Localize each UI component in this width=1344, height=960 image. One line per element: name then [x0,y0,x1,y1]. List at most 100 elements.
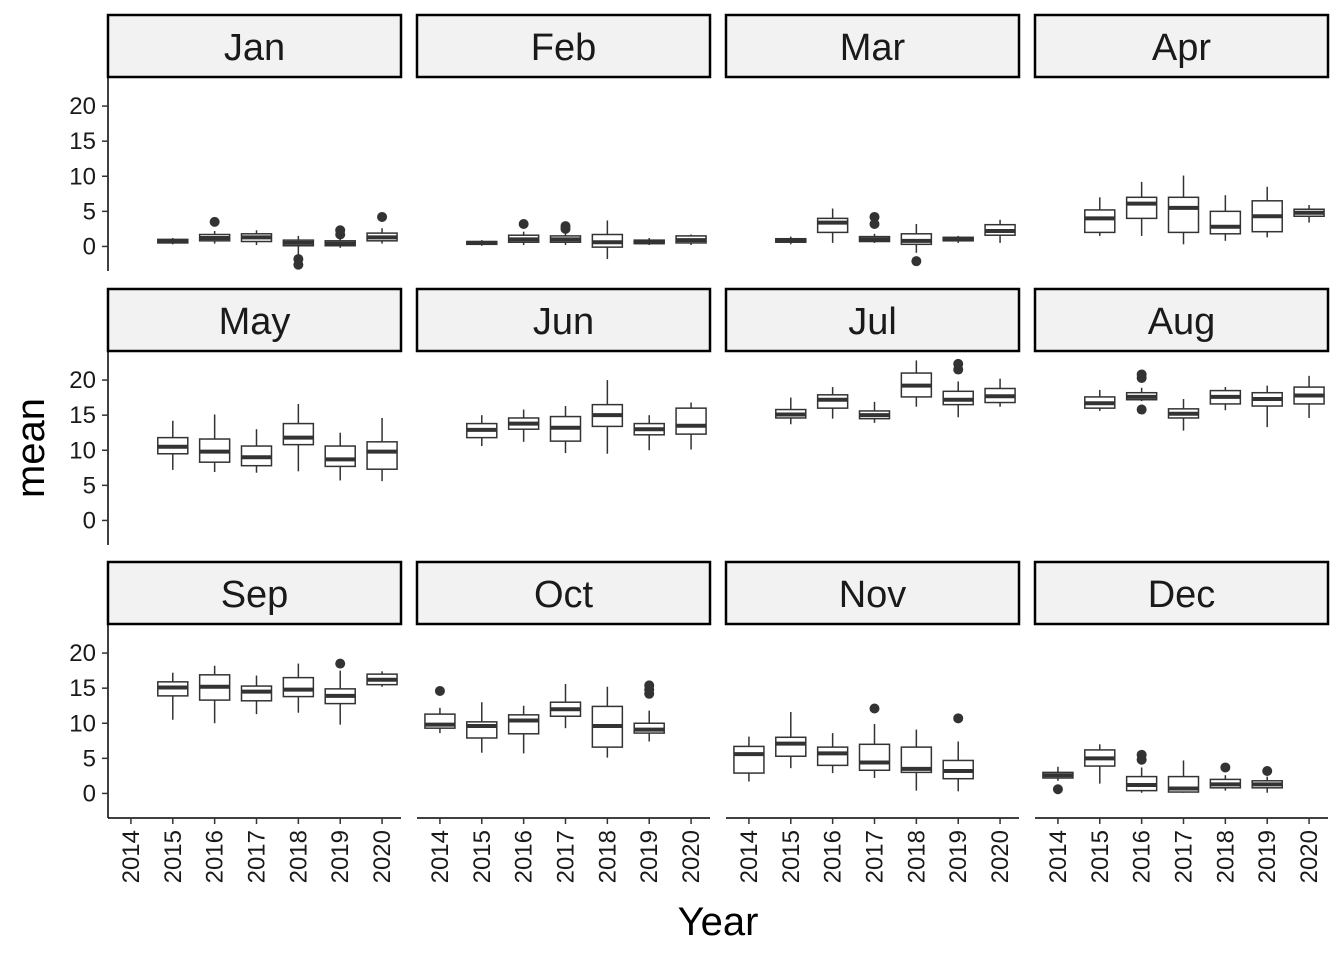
x-tick-label: 2019 [636,830,663,883]
x-tick-label: 2018 [594,830,621,883]
box [507,714,540,735]
facet-strip-label: Mar [840,27,906,69]
facet-strip [106,13,403,79]
outlier-point [1136,404,1147,415]
facet-strip-label: Sep [221,574,289,616]
x-tick-label: 2019 [327,830,354,883]
outlier-point [1262,765,1273,776]
y-tick-label: 5 [83,472,96,499]
x-tick-label: 2016 [1129,830,1156,883]
x-tick-label: 2018 [1212,830,1239,883]
outlier-point [335,225,346,236]
facet-strip-label: Jan [224,27,285,69]
x-tick-label: 2016 [511,830,538,883]
x-tick-label: 2020 [678,830,705,883]
outlier-point [209,216,220,227]
y-tick-label: 10 [69,437,96,464]
x-tick-label: 2015 [1087,830,1114,883]
x-tick-label: 2019 [1254,830,1281,883]
x-tick-label: 2014 [736,830,763,883]
x-tick-label: 2018 [285,830,312,883]
outlier-point [869,211,880,222]
x-tick-label: 2014 [427,830,454,883]
y-tick-label: 5 [83,198,96,225]
facet-strip [415,13,712,79]
x-axis-title: Year [678,900,759,944]
box [1084,209,1116,234]
y-tick-label: 10 [69,710,96,737]
y-tick-label: 20 [69,640,96,667]
facet-strip-label: Nov [839,574,907,616]
facet-strip [415,287,712,353]
x-tick-label: 2015 [469,830,496,883]
y-tick-label: 10 [69,163,96,190]
x-tick-label: 2017 [862,830,889,883]
outlier-point [434,685,445,696]
y-tick-label: 5 [83,745,96,772]
outlier-point [377,211,388,222]
outlier-point [1220,762,1231,773]
facet-strip-label: Oct [534,574,594,616]
outlier-point [953,713,964,724]
box [858,743,891,772]
x-tick-label: 2016 [820,830,847,883]
box [1209,210,1242,235]
box [366,441,398,470]
box [1125,196,1158,220]
box [733,745,765,774]
outlier-point [1136,369,1147,380]
x-tick-label: 2015 [778,830,805,883]
x-tick-label: 2017 [244,830,271,883]
facet-strip [106,560,403,626]
facet-strip [415,560,712,626]
x-tick-label: 2017 [1171,830,1198,883]
outlier-point [335,658,346,669]
outlier-point [644,680,655,691]
y-tick-label: 20 [69,93,96,120]
box [775,736,807,757]
outlier-point [293,259,304,270]
x-tick-label: 2020 [369,830,396,883]
y-tick-label: 15 [69,402,96,429]
box [282,422,315,446]
facet-strip [724,287,1021,353]
y-axis-title: mean [9,398,53,498]
y-tick-label: 15 [69,675,96,702]
facet-strip [1033,13,1330,79]
facet-strip [724,13,1021,79]
box [816,746,849,767]
facet-strip-label: Apr [1152,27,1211,69]
facet-strip-label: Aug [1148,301,1216,343]
y-tick-label: 20 [69,367,96,394]
outlier-point [869,703,880,714]
outlier-point [518,218,529,229]
box [816,217,849,234]
x-tick-label: 2015 [160,830,187,883]
outlier-point [560,221,571,232]
facet-strip-label: Jul [848,301,897,343]
facet-strip [1033,287,1330,353]
box [1167,196,1200,234]
facet-strip-label: May [219,301,291,343]
outlier-point [953,358,964,369]
box [324,445,356,468]
y-tick-label: 0 [83,233,96,260]
x-tick-label: 2014 [1045,830,1072,883]
box [675,407,707,435]
facet-strip [724,560,1021,626]
y-tick-label: 0 [83,507,96,534]
outlier-point [1052,784,1063,795]
facet-strip [1033,560,1330,626]
x-tick-label: 2017 [553,830,580,883]
x-tick-label: 2014 [118,830,145,883]
x-tick-label: 2020 [1296,830,1323,883]
outlier-point [911,256,922,267]
facet-strip-label: Jun [533,301,594,343]
y-tick-label: 15 [69,128,96,155]
facet-strip [106,287,403,353]
x-tick-label: 2016 [202,830,229,883]
facet-strip-label: Dec [1148,574,1216,616]
box [282,676,315,698]
outlier-point [869,218,880,229]
